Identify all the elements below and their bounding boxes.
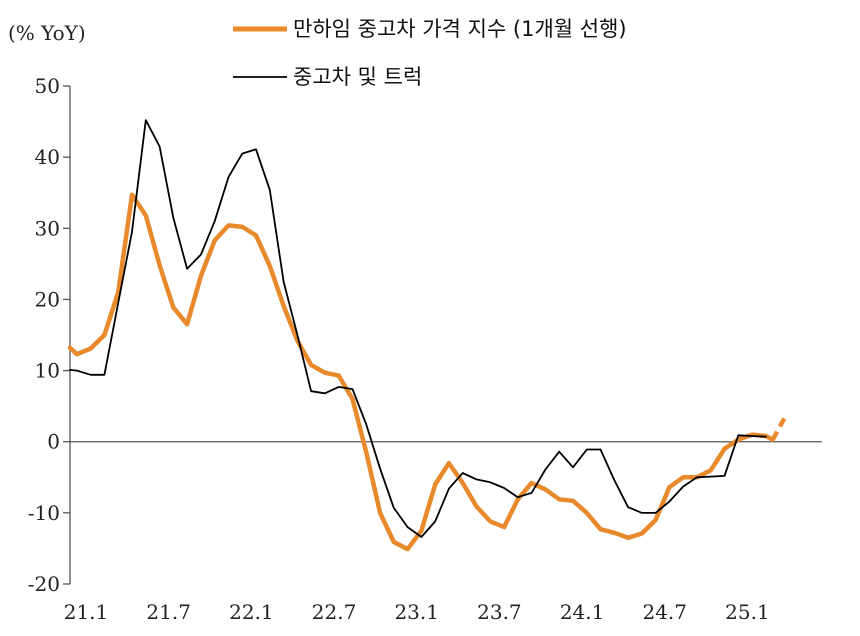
legend: 만하임 중고차 가격 지수 (1개월 선행) 중고차 및 트럭 — [233, 17, 627, 89]
x-tick-label: 23.7 — [477, 600, 522, 624]
y-tick-label: 30 — [35, 216, 60, 240]
y-tick-label: 10 — [35, 359, 60, 383]
x-tick-label: 23.1 — [394, 600, 439, 624]
x-tick-label: 24.7 — [642, 600, 687, 624]
y-tick-label: 0 — [47, 430, 60, 454]
y-unit-label: (% YoY) — [8, 21, 86, 45]
y-tick-label: -10 — [28, 501, 60, 525]
y-tick-label: 40 — [35, 145, 60, 169]
x-tick-label: 22.7 — [312, 600, 357, 624]
y-tick-label: 50 — [35, 74, 60, 98]
series-line-used-cars-trucks — [69, 119, 767, 538]
x-tick-label: 21.1 — [64, 600, 109, 624]
series-line-used-car-price-index — [67, 192, 776, 552]
series-line-price-index-forecast — [770, 412, 789, 441]
y-tick-label: 20 — [35, 287, 60, 311]
legend-label-used-cars-trucks: 중고차 및 트럭 — [293, 65, 422, 89]
legend-label-used-car-price-index: 만하임 중고차 가격 지수 (1개월 선행) — [293, 17, 627, 41]
x-tick-label: 25.1 — [725, 600, 770, 624]
x-tick-label: 22.1 — [229, 600, 274, 624]
series-layer — [67, 119, 789, 552]
x-tick-label: 21.7 — [146, 600, 191, 624]
y-tick-label: -20 — [28, 572, 60, 596]
x-tick-label: 24.1 — [560, 600, 605, 624]
